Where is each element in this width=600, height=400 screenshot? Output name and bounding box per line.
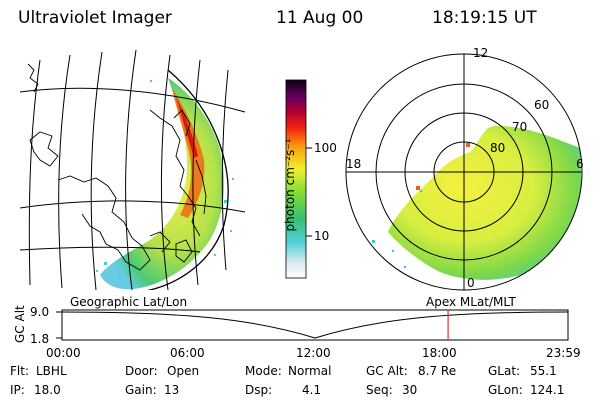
timeline-xtick-2359: 23:59 xyxy=(546,346,581,360)
mlat-label-80: 80 xyxy=(490,141,506,155)
observation-time: 18:19:15 UT xyxy=(432,8,537,28)
geographic-projection-label: Geographic Lat/Lon xyxy=(70,295,188,309)
info-label: Dsp: xyxy=(245,383,273,397)
info-value: Open xyxy=(167,364,200,378)
info-label: Mode: xyxy=(245,364,282,378)
mlt-label-12: 12 xyxy=(473,46,489,60)
timeline-frame xyxy=(61,309,569,341)
info-label: GC Alt: xyxy=(366,364,408,378)
info-value: 8.7 Re xyxy=(418,364,457,378)
info-value: 13 xyxy=(164,383,180,397)
info-label: Door: xyxy=(125,364,158,378)
timeline-xtick-1200: 12:00 xyxy=(296,346,331,360)
info-value: 55.1 xyxy=(530,364,557,378)
timeline-xtick-0600: 06:00 xyxy=(170,346,205,360)
altitude-curve xyxy=(61,311,569,339)
info-label: GLat: xyxy=(488,364,521,378)
info-value: 30 xyxy=(402,383,418,397)
info-value: 18.0 xyxy=(34,383,61,397)
instrument-title: Ultraviolet Imager xyxy=(18,8,172,28)
colorbar-tick-10: 10 xyxy=(314,229,330,243)
timeline-ytick-high: 9.0 xyxy=(30,305,50,319)
colorbar-tick-100: 100 xyxy=(314,141,337,155)
info-label: IP: xyxy=(10,383,25,397)
info-value: LBHL xyxy=(36,364,67,378)
mlt-label-6: 6 xyxy=(576,157,584,171)
timeline-axis-label: GC Alt xyxy=(13,305,27,343)
colorbar-gradient xyxy=(285,79,307,279)
info-label: Flt: xyxy=(10,364,29,378)
info-value: 4.1 xyxy=(302,383,322,397)
timeline-xtick-0000: 00:00 xyxy=(46,346,81,360)
info-value: Normal xyxy=(288,364,332,378)
colorbar xyxy=(285,79,312,279)
mlat-label-60: 60 xyxy=(534,98,550,112)
info-value: 124.1 xyxy=(530,383,565,397)
timeline-xtick-1800: 18:00 xyxy=(422,346,457,360)
mlt-label-18: 18 xyxy=(346,157,362,171)
info-label: Gain: xyxy=(125,383,157,397)
aurora-peak-band xyxy=(172,88,205,218)
altitude-timeline xyxy=(56,309,569,341)
mlt-label-0: 0 xyxy=(467,276,475,290)
aurora-emission-polar xyxy=(388,125,582,280)
polar-plot xyxy=(345,53,583,291)
geographic-map xyxy=(20,50,246,290)
mlat-label-70: 70 xyxy=(512,120,528,134)
info-label: GLon: xyxy=(488,383,523,397)
apex-projection-label: Apex MLat/MLT xyxy=(426,295,516,309)
colorbar-unit-label: photon cm⁻²s⁻¹ xyxy=(283,138,297,232)
observation-date: 11 Aug 00 xyxy=(276,8,364,28)
timeline-ytick-low: 1.8 xyxy=(30,332,50,346)
info-label: Seq: xyxy=(366,383,393,397)
